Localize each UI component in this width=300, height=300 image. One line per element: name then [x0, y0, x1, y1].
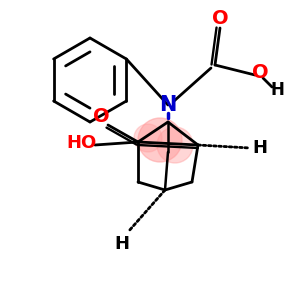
Text: H: H — [253, 139, 268, 157]
Text: O: O — [212, 10, 228, 28]
Text: N: N — [159, 95, 177, 115]
Circle shape — [134, 124, 162, 152]
Circle shape — [138, 118, 182, 162]
Circle shape — [157, 127, 193, 163]
Text: O: O — [252, 64, 268, 83]
Text: O: O — [93, 107, 109, 127]
Text: H: H — [270, 81, 284, 99]
Text: H: H — [115, 235, 130, 253]
Text: HO: HO — [66, 134, 96, 152]
